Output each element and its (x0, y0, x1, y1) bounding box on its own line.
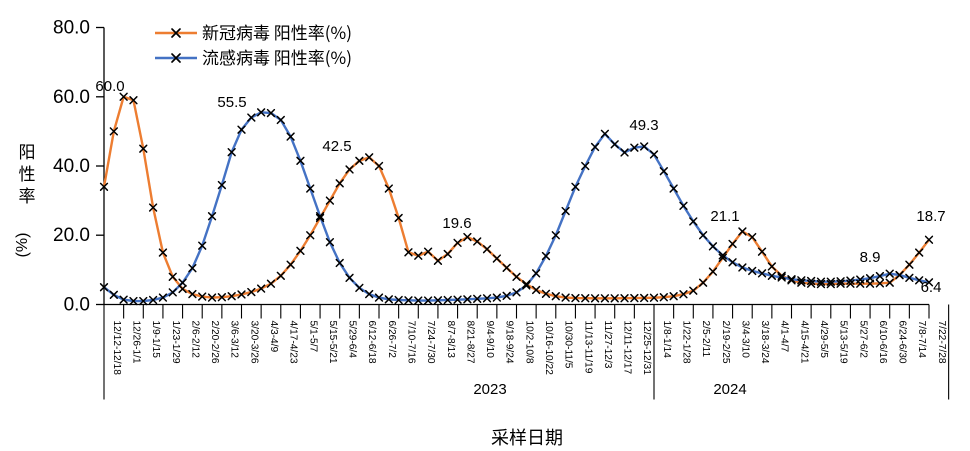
svg-text:5/29-6/4: 5/29-6/4 (347, 321, 358, 359)
svg-text:40.0: 40.0 (53, 156, 90, 177)
svg-text:4/15-4/21: 4/15-4/21 (798, 321, 809, 364)
svg-text:2/19-2/25: 2/19-2/25 (720, 321, 731, 364)
svg-text:2/6-2/12: 2/6-2/12 (189, 321, 200, 359)
svg-text:42.5: 42.5 (322, 138, 351, 155)
svg-text:3/6-3/12: 3/6-3/12 (229, 321, 240, 359)
svg-text:7/24-7/30: 7/24-7/30 (425, 321, 436, 364)
svg-text:4/29-5/5: 4/29-5/5 (818, 321, 829, 359)
svg-text:80.0: 80.0 (53, 18, 90, 39)
svg-text:0.0: 0.0 (64, 295, 90, 316)
svg-text:5/1-5/7: 5/1-5/7 (307, 321, 318, 353)
svg-text:2024: 2024 (713, 381, 746, 398)
svg-text:60.0: 60.0 (53, 87, 90, 108)
svg-text:6/26-7/2: 6/26-7/2 (386, 321, 397, 359)
svg-text:12/11-12/17: 12/11-12/17 (622, 321, 633, 375)
svg-text:2023: 2023 (473, 381, 506, 398)
svg-text:4/17-4/23: 4/17-4/23 (288, 321, 299, 364)
svg-text:5/13-5/19: 5/13-5/19 (838, 321, 849, 364)
svg-text:60.0: 60.0 (95, 78, 124, 95)
svg-text:5/27-6/2: 5/27-6/2 (857, 321, 868, 359)
svg-text:1/23-1/29: 1/23-1/29 (170, 321, 181, 364)
svg-text:12/26-1/1: 12/26-1/1 (130, 321, 141, 364)
svg-text:6.4: 6.4 (921, 279, 942, 296)
svg-text:7/10-7/16: 7/10-7/16 (405, 321, 416, 364)
svg-text:11/27-12/3: 11/27-12/3 (602, 321, 613, 369)
svg-text:8/21-8/27: 8/21-8/27 (464, 321, 475, 364)
svg-text:采样日期: 采样日期 (491, 424, 563, 450)
svg-text:4/1-4/7: 4/1-4/7 (779, 321, 790, 353)
svg-text:7/22-7/28: 7/22-7/28 (936, 321, 947, 364)
svg-text:6/12-6/18: 6/12-6/18 (366, 321, 377, 364)
svg-text:4/3-4/9: 4/3-4/9 (268, 321, 279, 353)
svg-text:12/12-12/18: 12/12-12/18 (111, 321, 122, 376)
svg-text:8/7-8/13: 8/7-8/13 (445, 321, 456, 359)
svg-text:7/8-7/14: 7/8-7/14 (916, 321, 927, 359)
svg-text:3/20-3/26: 3/20-3/26 (248, 321, 259, 364)
svg-text:11/13-11/19: 11/13-11/19 (582, 321, 593, 374)
svg-text:19.6: 19.6 (442, 215, 471, 232)
svg-text:55.5: 55.5 (217, 94, 246, 111)
svg-text:2/20-2/26: 2/20-2/26 (209, 321, 220, 364)
svg-text:率: 率 (19, 182, 36, 207)
svg-text:2/5-2/11: 2/5-2/11 (700, 321, 711, 358)
svg-text:(%): (%) (14, 233, 31, 258)
svg-text:9/4-9/10: 9/4-9/10 (484, 321, 495, 359)
svg-text:12/25-12/31: 12/25-12/31 (641, 321, 652, 376)
svg-text:9/18-9/24: 9/18-9/24 (504, 321, 515, 364)
svg-text:3/4-3/10: 3/4-3/10 (739, 321, 750, 359)
svg-text:10/30-11/5: 10/30-11/5 (563, 321, 574, 369)
svg-text:1/9-1/15: 1/9-1/15 (150, 321, 161, 359)
svg-text:20.0: 20.0 (53, 225, 90, 246)
svg-text:18.7: 18.7 (916, 208, 945, 225)
svg-text:10/2-10/8: 10/2-10/8 (523, 321, 534, 364)
svg-text:3/18-3/24: 3/18-3/24 (759, 321, 770, 364)
svg-text:5/15-5/21: 5/15-5/21 (327, 321, 338, 364)
svg-text:21.1: 21.1 (710, 208, 739, 225)
svg-text:6/10-6/16: 6/10-6/16 (877, 321, 888, 364)
svg-text:49.3: 49.3 (629, 117, 658, 134)
svg-text:1/22-1/28: 1/22-1/28 (680, 321, 691, 364)
svg-text:流感病毒 阳性率(%): 流感病毒 阳性率(%) (202, 44, 352, 69)
svg-text:8.9: 8.9 (860, 249, 881, 266)
svg-text:10/16-10/22: 10/16-10/22 (543, 321, 554, 376)
svg-text:1/8-1/14: 1/8-1/14 (661, 321, 672, 359)
svg-text:新冠病毒 阳性率(%): 新冠病毒 阳性率(%) (202, 19, 352, 44)
svg-text:6/24-6/30: 6/24-6/30 (897, 321, 908, 364)
